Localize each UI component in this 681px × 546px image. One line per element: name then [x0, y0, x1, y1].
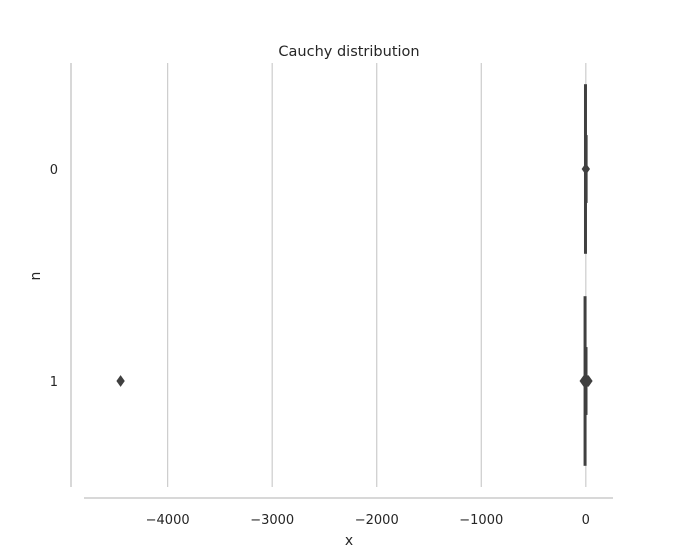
x-tick-label: 0	[582, 513, 590, 528]
x-tick-labels: −4000 −3000 −2000 −1000 0	[146, 513, 590, 528]
outlier-point	[581, 163, 591, 175]
outlier-point	[584, 375, 593, 387]
x-tick-label: −4000	[146, 513, 190, 528]
y-tick-labels: 01	[50, 163, 58, 390]
y-tick-label: 1	[50, 375, 58, 390]
y-tick-label: 0	[50, 163, 58, 178]
grid-lines	[167, 63, 587, 487]
x-tick-label: −1000	[459, 513, 503, 528]
axis-spines	[70, 63, 613, 499]
y-axis-label: n	[28, 272, 44, 281]
chart-title: Cauchy distribution	[278, 44, 419, 60]
box-marks	[116, 84, 593, 466]
x-tick-label: −3000	[250, 513, 294, 528]
x-tick-label: −2000	[355, 513, 399, 528]
x-axis-label: x	[345, 533, 353, 546]
outlier-point	[116, 375, 125, 387]
